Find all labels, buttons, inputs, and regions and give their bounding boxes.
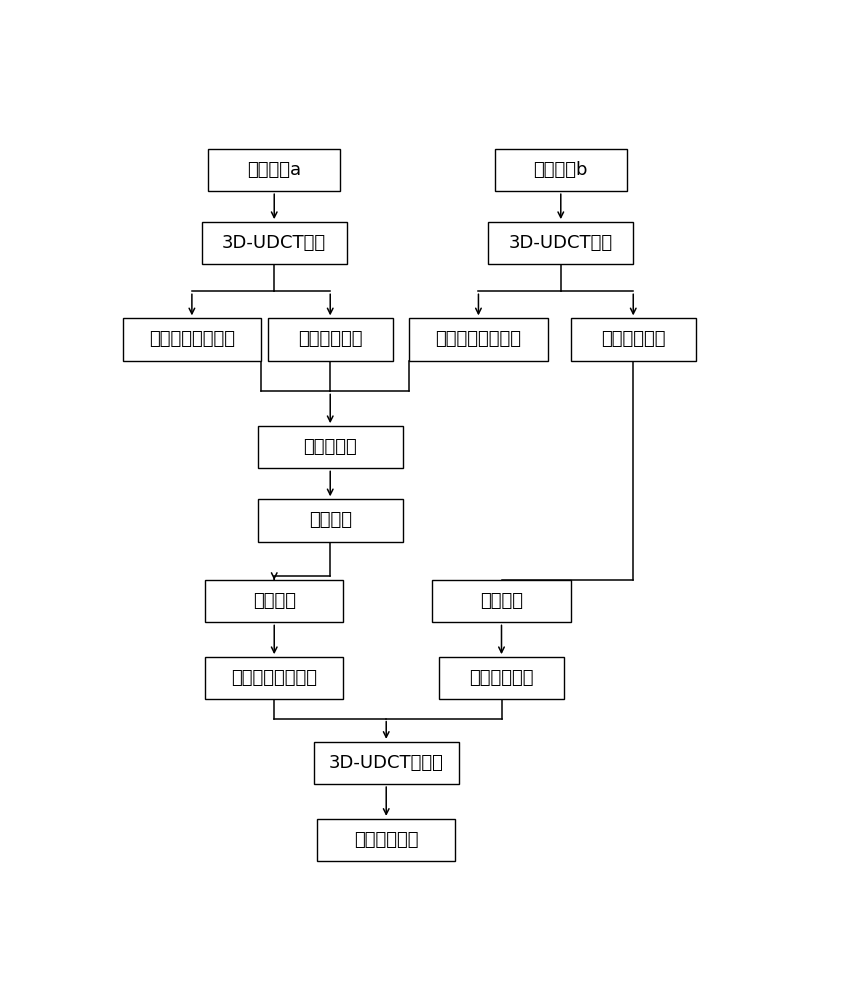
Bar — [409, 318, 547, 361]
Bar — [314, 742, 459, 784]
Text: 3D-UDCT分解: 3D-UDCT分解 — [222, 234, 326, 252]
Bar — [439, 657, 564, 699]
Bar — [317, 819, 456, 861]
Bar — [208, 149, 340, 191]
Text: 低通子带系数: 低通子带系数 — [601, 330, 666, 348]
Bar — [201, 222, 347, 264]
Bar — [488, 222, 633, 264]
Bar — [122, 318, 261, 361]
Bar — [433, 580, 570, 622]
Text: 显著性检测: 显著性检测 — [303, 438, 357, 456]
Text: 输出融合视频: 输出融合视频 — [354, 831, 418, 849]
Text: 输入视频a: 输入视频a — [247, 161, 301, 179]
Bar — [570, 318, 696, 361]
Bar — [205, 580, 343, 622]
Text: 带通方向子带系数: 带通方向子带系数 — [435, 330, 521, 348]
Text: 带通方向子带系数: 带通方向子带系数 — [149, 330, 235, 348]
Text: 融合准则: 融合准则 — [480, 592, 523, 610]
Text: 3D-UDCT逆变换: 3D-UDCT逆变换 — [329, 754, 444, 772]
Text: 划分区域: 划分区域 — [309, 511, 352, 529]
Text: 输入视频b: 输入视频b — [534, 161, 588, 179]
Text: 融合准则: 融合准则 — [252, 592, 296, 610]
Bar — [205, 657, 343, 699]
Text: 带通方向子带系数: 带通方向子带系数 — [231, 669, 317, 687]
Text: 3D-UDCT分解: 3D-UDCT分解 — [508, 234, 613, 252]
Bar — [495, 149, 626, 191]
Text: 低通子带系数: 低通子带系数 — [298, 330, 362, 348]
Bar — [258, 426, 403, 468]
Text: 低通子带系数: 低通子带系数 — [469, 669, 534, 687]
Bar — [268, 318, 393, 361]
Bar — [258, 499, 403, 542]
